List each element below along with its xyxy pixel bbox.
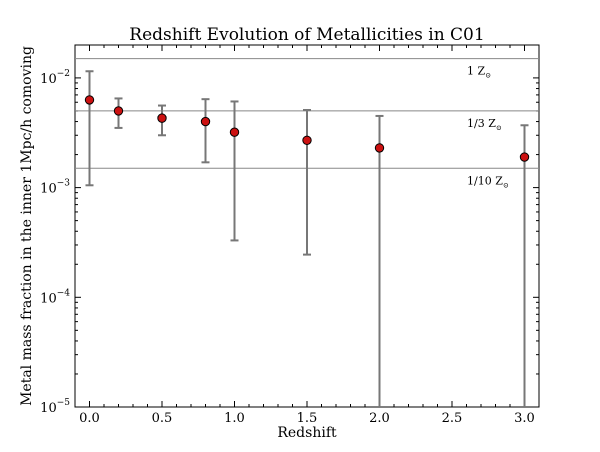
y-tick-label: 10−3 — [40, 179, 70, 197]
reference-line-label: 1 Z⊙ — [467, 65, 491, 80]
data-point — [157, 113, 167, 123]
y-tick-label: 10−2 — [40, 69, 70, 87]
y-tick-label: 10−5 — [40, 398, 70, 416]
chart-title: Redshift Evolution of Metallicities in C… — [129, 25, 484, 45]
x-tick-label: 0.5 — [152, 411, 173, 426]
x-tick-label: 2.5 — [442, 411, 463, 426]
reference-line-label: 1/3 Z⊙ — [467, 117, 502, 132]
x-tick-label: 1.5 — [297, 411, 318, 426]
x-tick-label: 3.0 — [514, 411, 535, 426]
data-point — [113, 106, 124, 116]
x-tick-label: 1.0 — [224, 411, 245, 426]
tick-labels: 0.0 0.5 1.0 1.5 2.0 2.5 3.0 10−5 10−4 10−3 10−2 — [40, 69, 535, 426]
y-tick-label: 10−4 — [40, 288, 70, 306]
y-axis-label: Metal mass fraction in the inner 1Mpc/h … — [19, 46, 35, 406]
reference-line-label: 1/10 Z⊙ — [467, 174, 509, 189]
data-point — [519, 152, 530, 162]
data-point — [84, 95, 95, 105]
data-point — [229, 127, 240, 137]
error-bars — [85, 70, 529, 407]
x-axis-label: Redshift — [277, 425, 337, 441]
data-point — [302, 135, 312, 145]
data-points — [84, 95, 530, 162]
x-tick-label: 0.0 — [79, 411, 100, 426]
x-tick-label: 2.0 — [369, 411, 390, 426]
data-point — [200, 116, 211, 127]
minor-ticks — [74, 45, 540, 407]
data-point — [374, 143, 385, 153]
